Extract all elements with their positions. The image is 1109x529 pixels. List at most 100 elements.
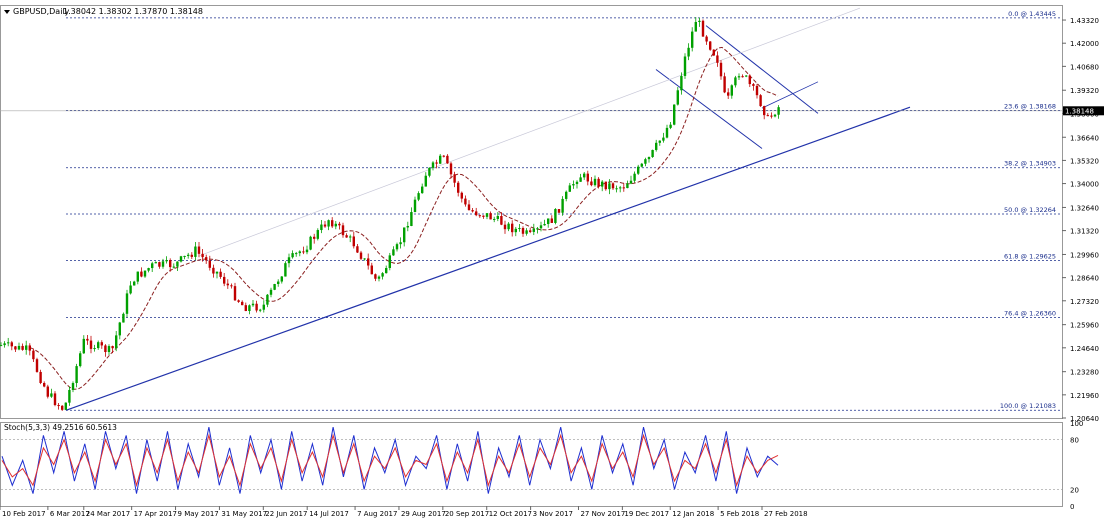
candle-body	[669, 124, 672, 128]
candle-body	[230, 285, 233, 287]
candle-body	[187, 254, 190, 256]
candle-body	[601, 181, 604, 187]
candle-body	[158, 262, 161, 267]
candle-body	[57, 405, 60, 407]
candle-body	[381, 273, 384, 277]
candle-body	[763, 106, 766, 116]
candle-body	[597, 178, 600, 187]
main-plot-frame	[0, 5, 1063, 419]
candle-body	[7, 342, 10, 344]
candle-body	[327, 220, 330, 227]
x-tick-label: 22 Jun 2017	[265, 510, 307, 518]
candle-body	[323, 224, 327, 227]
candle-body	[637, 166, 640, 174]
candle-body	[680, 75, 683, 91]
uptrend-line	[65, 106, 911, 411]
candle-body	[122, 313, 125, 323]
candle-body	[201, 253, 204, 258]
candle-body	[435, 162, 438, 164]
candle-body	[719, 62, 723, 77]
x-tick-label: 24 Mar 2017	[86, 510, 130, 518]
candle-body	[615, 188, 618, 190]
candle-body	[284, 263, 287, 277]
candle-body	[611, 183, 615, 189]
candle-body	[568, 185, 571, 192]
candle-body	[709, 41, 712, 50]
candle-body	[194, 246, 197, 257]
candle-body	[129, 285, 132, 294]
y-tick-label: 1.40680	[1070, 63, 1099, 71]
candle-body	[320, 224, 323, 231]
fib-level-label: 76.4 @ 1.26360	[1004, 310, 1056, 318]
candle-body	[770, 115, 773, 117]
candle-body	[79, 353, 82, 367]
candle-body	[629, 180, 633, 184]
candle-body	[39, 371, 42, 383]
candle-body	[341, 225, 345, 236]
candle-body	[309, 236, 312, 250]
candle-body	[464, 198, 467, 205]
candle-body	[514, 228, 517, 233]
candle-body	[104, 345, 107, 353]
y-tick-label: 1.35320	[1070, 157, 1099, 165]
candle-body	[449, 163, 453, 175]
candle-body	[10, 342, 13, 347]
y-tick-label: 1.31320	[1070, 228, 1099, 236]
candle-body	[374, 274, 377, 279]
candle-body	[694, 22, 697, 32]
fib-level-label: 23.6 @ 1.38168	[1004, 102, 1056, 110]
candle-body	[226, 283, 229, 286]
candle-body	[0, 345, 3, 347]
candle-body	[305, 249, 309, 253]
candle-body	[521, 227, 525, 234]
candle-body	[529, 230, 532, 232]
ohlc-readout: 1.38042 1.38302 1.37870 1.38148	[63, 7, 203, 16]
stoch-signal-line	[1, 433, 779, 488]
candle-body	[205, 257, 208, 261]
dropdown-triangle-icon[interactable]	[4, 10, 10, 14]
candle-body	[172, 266, 175, 268]
candle-body	[349, 236, 352, 238]
candle-body	[388, 255, 391, 269]
candle-body	[219, 271, 222, 277]
candle-body	[518, 227, 521, 229]
candle-body	[269, 289, 273, 295]
candle-body	[482, 215, 485, 217]
fib-level-label: 38.2 @ 1.34903	[1004, 160, 1056, 168]
candle-body	[215, 271, 219, 274]
candle-body	[212, 267, 215, 274]
candle-body	[766, 115, 769, 117]
candle-body	[590, 181, 593, 186]
candle-body	[165, 260, 168, 262]
candle-body	[133, 281, 136, 286]
x-tick-label: 6 Mar 2017	[50, 510, 90, 518]
y-tick-label: 1.39320	[1070, 87, 1099, 95]
candle-body	[287, 257, 291, 264]
candle-body	[385, 268, 388, 274]
candle-body	[190, 254, 193, 257]
stoch-tick-label: 0	[1070, 503, 1074, 511]
fib-level-label: 0.0 @ 1.43445	[1008, 10, 1056, 18]
candle-body	[295, 253, 298, 255]
candle-body	[759, 95, 762, 107]
candle-body	[773, 114, 777, 117]
candle-body	[457, 182, 460, 193]
candle-body	[316, 230, 319, 239]
candle-body	[356, 246, 359, 253]
candle-body	[413, 199, 417, 212]
candle-body	[233, 286, 237, 301]
candle-body	[25, 345, 28, 350]
y-tick-label: 1.21960	[1070, 392, 1099, 400]
candle-body	[251, 303, 255, 306]
candle-body	[475, 211, 478, 216]
candle-body	[363, 258, 366, 260]
stoch-tick-label: 100	[1070, 420, 1083, 428]
candle-body	[500, 216, 503, 225]
candle-body	[291, 253, 294, 258]
candle-body	[151, 263, 154, 269]
candle-body	[439, 155, 442, 164]
moving-average-line	[29, 46, 779, 390]
candle-body	[503, 224, 507, 230]
candle-body	[197, 246, 201, 254]
